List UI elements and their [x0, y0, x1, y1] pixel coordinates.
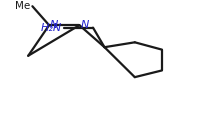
Text: Me: Me: [15, 1, 30, 11]
Text: N: N: [80, 20, 89, 30]
Text: N: N: [50, 20, 59, 30]
Text: H₂N: H₂N: [41, 23, 62, 33]
